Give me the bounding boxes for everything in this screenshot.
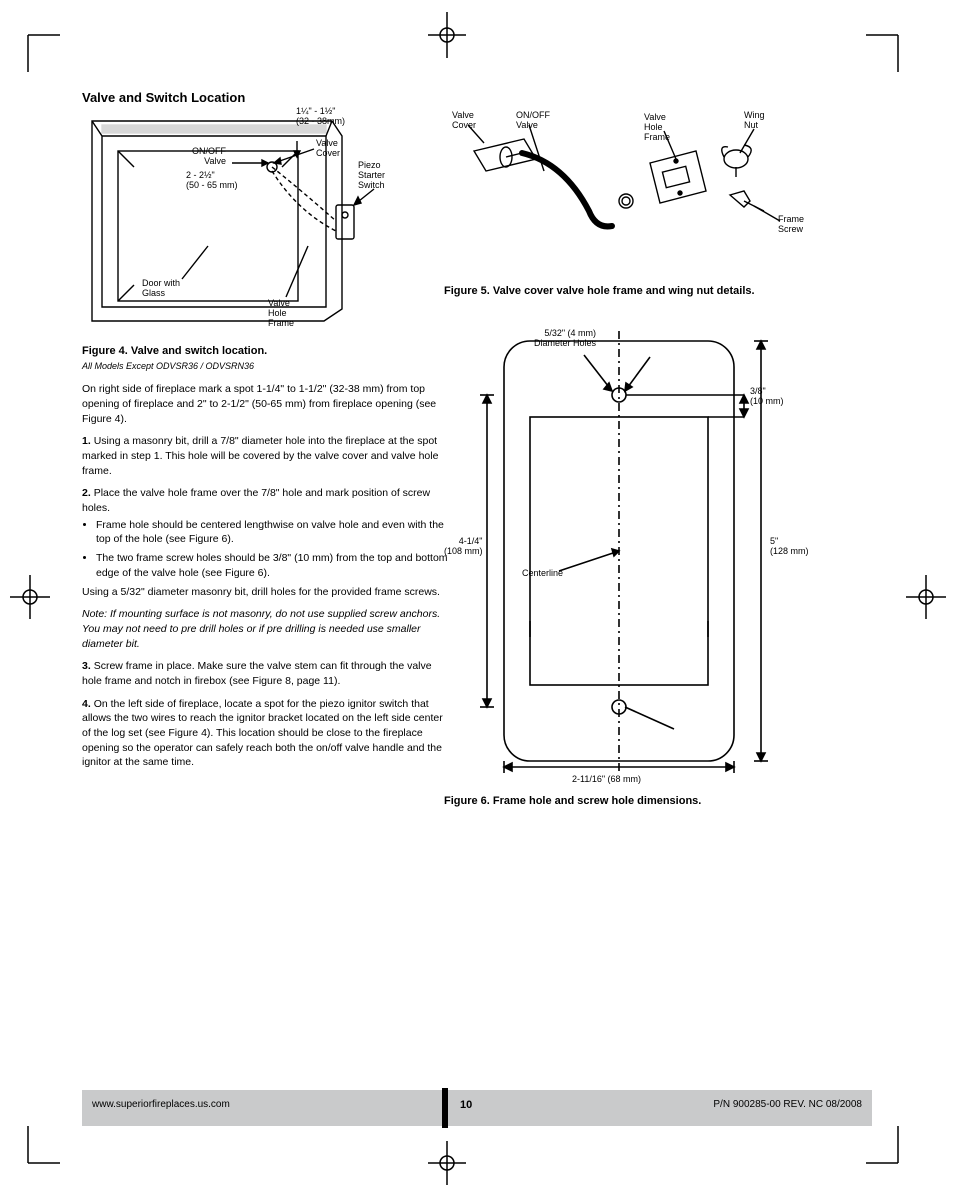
fig6-top-offset: 3/8"(10 mm) <box>750 387 784 407</box>
page-number: 10 <box>460 1099 472 1111</box>
fig5-cover: ValveCover <box>452 111 476 131</box>
fig4-side-dim: 2 - 2½"(50 - 65 mm) <box>186 171 238 191</box>
fig4-top-dim: 1¼" - 1½"(32 - 38mm) <box>296 107 345 127</box>
fig5-wing-nut: WingNut <box>744 111 765 131</box>
fig6-hole-dia: 5/32" (4 mm)Diameter Holes <box>534 329 596 349</box>
fig6-caption: Figure 6. Frame hole and screw hole dime… <box>444 795 824 807</box>
footer-divider <box>442 1088 448 1128</box>
fig4-caption: Figure 4. Valve and switch location. <box>82 345 392 357</box>
fig4-cover: ValveCover <box>316 139 340 159</box>
fig6-overall-w: 2-11/16" (68 mm) <box>572 775 641 785</box>
fig6-overall-h: 5"(128 mm) <box>770 537 809 557</box>
fig5-caption: Figure 5. Valve cover valve hole frame a… <box>444 285 824 297</box>
fig4-valve: ON/OFFValve <box>192 147 226 167</box>
fig4-subcaption: All Models Except ODVSR36 / ODVSRN36 <box>82 361 392 372</box>
fig6-h: 4-1/4"(108 mm) <box>444 537 483 557</box>
fig5-frame: ValveHoleFrame <box>644 113 670 143</box>
fig5-frame-screw: FrameScrew <box>778 215 804 235</box>
fig4-switch: PiezoStarterSwitch <box>358 161 385 191</box>
figure-4-drawing <box>82 111 392 341</box>
fig4-glass: Door withGlass <box>142 279 180 299</box>
section-heading: Valve and Switch Location <box>82 90 872 105</box>
fig4-frame: ValveHoleFrame <box>268 299 294 329</box>
page-footer: www.superiorfireplaces.us.com 10 P/N 900… <box>82 1090 872 1126</box>
footer-partno: P/N 900285-00 REV. NC 08/2008 <box>713 1099 862 1110</box>
instruction-text: On right side of fireplace mark a spot 1… <box>82 382 452 770</box>
footer-url: www.superiorfireplaces.us.com <box>92 1099 230 1110</box>
fig6-center: Centerline <box>522 569 563 579</box>
fig5-valve: ON/OFFValve <box>516 111 550 131</box>
